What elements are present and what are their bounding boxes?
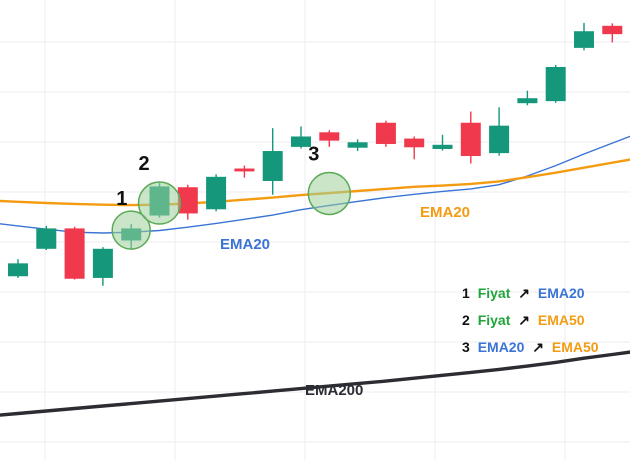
marker-label-3: 3 bbox=[308, 143, 319, 165]
legend-row-2: 2 Fiyat ↗ EMA50 bbox=[462, 312, 585, 328]
candle-body bbox=[206, 176, 227, 210]
candles bbox=[8, 22, 623, 286]
legend-row-3-b: EMA50 bbox=[552, 339, 599, 355]
candle-body bbox=[517, 98, 538, 104]
legend-row-3-a: EMA20 bbox=[478, 339, 525, 355]
candle-13 bbox=[347, 139, 368, 152]
candle-body bbox=[545, 67, 566, 102]
series-label-ema20-blue: EMA20 bbox=[220, 236, 270, 253]
candle-body bbox=[319, 132, 340, 141]
marker-label-1: 1 bbox=[116, 188, 127, 210]
legend: 1 Fiyat ↗ EMA20 2 Fiyat ↗ EMA50 3 EMA20 … bbox=[462, 285, 599, 355]
candle-17 bbox=[460, 111, 481, 164]
legend-row-2-b: EMA50 bbox=[538, 312, 585, 328]
candle-11 bbox=[291, 126, 311, 149]
candle-7 bbox=[177, 184, 198, 220]
candle-10 bbox=[262, 128, 283, 195]
candle-12 bbox=[319, 130, 340, 147]
legend-row-1-a: Fiyat bbox=[478, 285, 511, 301]
candle-8 bbox=[206, 174, 227, 212]
candle-2 bbox=[36, 225, 57, 251]
legend-row-1-arrow: ↗ bbox=[518, 285, 530, 301]
legend-row-2-num: 2 bbox=[462, 312, 470, 328]
candle-16 bbox=[432, 134, 453, 151]
candle-19 bbox=[517, 90, 538, 106]
candle-body bbox=[262, 151, 283, 181]
candle-body bbox=[36, 228, 57, 249]
candle-body bbox=[347, 142, 368, 148]
marker-circle-2 bbox=[137, 181, 182, 225]
candle-body bbox=[92, 248, 113, 278]
legend-row-2-arrow: ↗ bbox=[518, 312, 530, 328]
legend-row-3: 3 EMA20 ↗ EMA50 bbox=[462, 339, 599, 355]
marker-label-2: 2 bbox=[139, 153, 150, 175]
candle-body bbox=[177, 187, 198, 214]
legend-row-2-a: Fiyat bbox=[478, 312, 511, 328]
candle-18 bbox=[489, 107, 510, 156]
series-label-ema20-orange: EMA20 bbox=[420, 204, 470, 221]
candle-body bbox=[234, 168, 255, 172]
candle-body bbox=[574, 31, 594, 48]
candle-body bbox=[602, 25, 623, 35]
candle-body bbox=[460, 122, 481, 157]
candle-20 bbox=[545, 64, 566, 103]
candle-14 bbox=[375, 120, 396, 147]
series-label-ema200: EMA200 bbox=[305, 382, 363, 399]
candle-body bbox=[64, 228, 85, 279]
candle-body bbox=[404, 138, 425, 148]
candle-body bbox=[375, 122, 396, 144]
candle-9 bbox=[234, 165, 255, 178]
candle-15 bbox=[404, 136, 425, 160]
candle-22 bbox=[602, 23, 623, 43]
legend-row-1: 1 Fiyat ↗ EMA20 bbox=[462, 285, 585, 301]
candle-body bbox=[291, 136, 311, 147]
legend-row-3-num: 3 bbox=[462, 339, 470, 355]
legend-row-1-num: 1 bbox=[462, 285, 470, 301]
candle-3 bbox=[64, 226, 85, 280]
marker-circle-3 bbox=[307, 171, 352, 216]
series-line-ema200 bbox=[0, 350, 630, 417]
candle-body bbox=[8, 263, 28, 277]
candle-1 bbox=[8, 259, 28, 278]
candle-body bbox=[432, 144, 453, 149]
candle-21 bbox=[574, 22, 594, 51]
marker-circle-1 bbox=[111, 210, 151, 250]
candle-4 bbox=[92, 247, 113, 286]
markers: 12 3 bbox=[111, 143, 352, 250]
legend-row-3-arrow: ↗ bbox=[532, 339, 544, 355]
legend-row-1-b: EMA20 bbox=[538, 285, 585, 301]
candle-body bbox=[489, 125, 510, 154]
